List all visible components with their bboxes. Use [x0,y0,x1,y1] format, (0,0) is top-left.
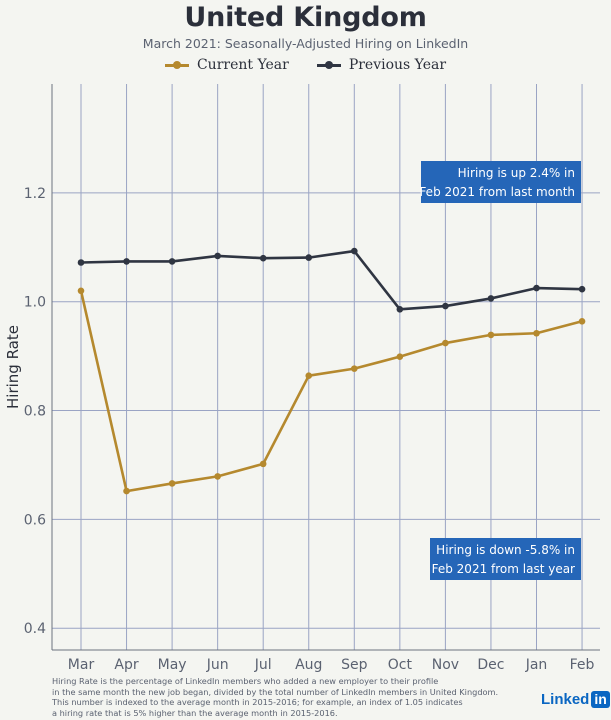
legend-label-current-year: Current Year [196,57,289,73]
footnote: Hiring Rate is the percentage of LinkedI… [52,676,512,718]
data-point-current-year [214,473,221,480]
x-tick-label: Nov [432,657,459,673]
annotation-text: Hiring is down -5.8% in [436,543,575,557]
footnote-line: This number is indexed to the average mo… [52,697,463,708]
data-point-previous-year [168,258,176,265]
annotation-box [421,161,581,203]
footnote-line: in the same month the new job began, div… [52,686,499,697]
footnote-line: Hiring Rate is the percentage of LinkedI… [52,676,439,686]
x-tick-label: Jun [206,657,229,673]
y-tick-label: 1.0 [24,295,46,311]
x-tick-label: May [158,657,187,673]
data-point-previous-year [351,247,358,255]
x-tick-label: Mar [68,657,95,673]
annotation-text: Feb 2021 from last year [432,562,575,576]
data-point-previous-year [123,258,130,265]
legend-swatch-current-year [164,60,189,69]
data-point-previous-year [77,259,85,266]
legend-item-previous-year: Previous Year [316,57,447,73]
footnote-line: a hiring rate that is 5% higher than the… [52,707,338,718]
x-tick-label: Dec [477,657,504,673]
data-point-previous-year [442,302,449,310]
annotation-text: Hiring is up 2.4% in [458,166,575,180]
data-point-previous-year [533,284,540,292]
y-tick-label: 0.6 [24,512,46,528]
data-point-previous-year [305,254,313,261]
chart-title: United Kingdom [184,2,427,33]
legend-swatch-previous-year [316,60,341,69]
data-point-previous-year [396,306,404,313]
chart-subtitle: March 2021: Seasonally-Adjusted Hiring o… [142,36,469,51]
data-point-previous-year [487,295,495,302]
data-point-previous-year [259,254,267,262]
data-point-current-year [578,317,586,325]
legend: Current Year Previous Year [0,57,611,73]
x-tick-label: Jul [254,657,272,673]
data-point-current-year [487,331,495,339]
x-tick-label: Feb [570,657,595,673]
legend-item-current-year: Current Year [164,57,289,73]
y-tick-label: 1.2 [24,186,46,202]
y-axis-label: Hiring Rate [4,325,22,409]
legend-label-previous-year: Previous Year [348,57,447,73]
data-point-current-year [305,372,313,380]
data-point-current-year [77,287,85,295]
logo-badge: in [591,691,610,708]
series-line-current-year [79,290,583,493]
annotation-box [430,538,581,580]
y-tick-label: 0.8 [24,404,46,420]
logo-text: Linked [541,691,590,708]
data-point-previous-year [578,285,586,293]
x-tick-label: Aug [295,657,322,673]
x-tick-label: Apr [114,657,138,673]
data-point-previous-year [214,252,221,260]
x-tick-label: Jan [525,657,548,673]
x-tick-label: Oct [388,657,413,673]
linkedin-logo: Linked in [541,691,610,708]
data-point-current-year [442,339,449,347]
data-point-current-year [396,353,404,360]
series-line-previous-year [80,249,583,311]
data-point-current-year [168,480,176,487]
data-point-current-year [259,460,267,468]
y-tick-label: 0.4 [24,621,46,637]
data-point-current-year [351,365,358,372]
data-point-current-year [123,487,130,495]
data-point-current-year [533,329,540,337]
annotation-text: Feb 2021 from last month [419,185,575,199]
x-tick-label: Sep [341,657,368,673]
